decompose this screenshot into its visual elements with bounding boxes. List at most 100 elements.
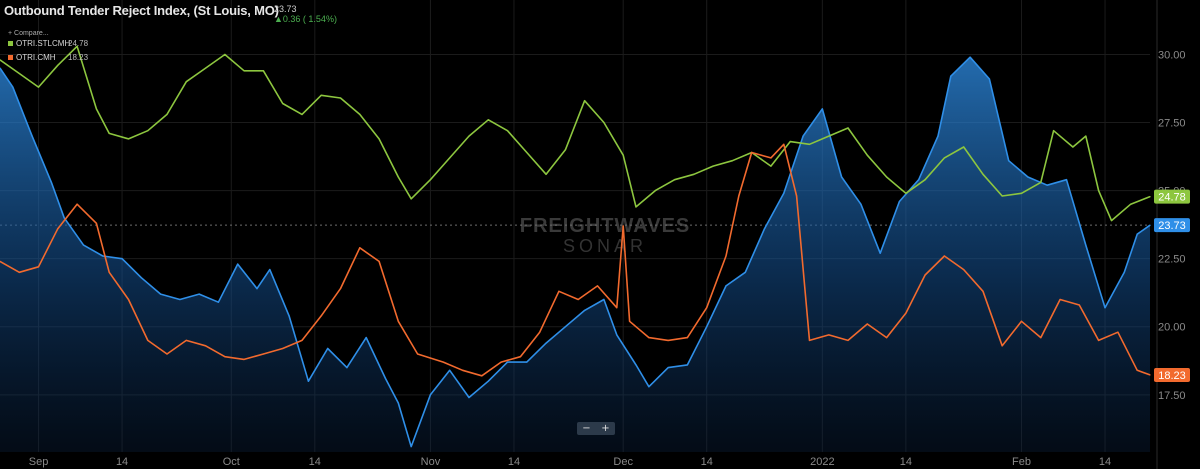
- data-point: [416, 353, 419, 355]
- data-point: [879, 252, 881, 254]
- data-point: [744, 271, 746, 273]
- data-point: [526, 151, 528, 154]
- data-point: [725, 255, 727, 257]
- data-point: [1001, 195, 1003, 197]
- data-point: [449, 369, 451, 371]
- data-point: [1149, 374, 1151, 376]
- data-point: [616, 307, 618, 309]
- data-point: [648, 337, 650, 339]
- data-point: [885, 176, 888, 178]
- x-tick-label: 14: [309, 456, 321, 468]
- data-point: [577, 298, 579, 301]
- data-point: [185, 81, 187, 83]
- data-point: [751, 151, 753, 154]
- data-point: [346, 366, 348, 369]
- data-point: [127, 298, 130, 301]
- data-point: [622, 225, 624, 227]
- data-point: [1046, 184, 1048, 186]
- data-point: [584, 309, 586, 312]
- data-point: [603, 121, 605, 124]
- data-point: [558, 290, 560, 292]
- watermark: FREIGHTWAVES SONAR: [520, 215, 690, 256]
- series-line-otri-cmh[interactable]: [0, 143, 1151, 377]
- chart-title: Outbound Tender Reject Index, (St Louis,…: [4, 3, 279, 18]
- data-point: [526, 361, 528, 363]
- last-value-badges: 24.78 18.23 23.73: [1154, 189, 1190, 382]
- data-point: [198, 293, 200, 295]
- data-point: [339, 97, 342, 99]
- data-point: [905, 312, 907, 314]
- data-point: [988, 78, 990, 80]
- main-value-block: 23.73 ▲0.36 ( 1.54%): [274, 4, 337, 24]
- data-point: [885, 337, 888, 339]
- data-point: [37, 266, 40, 268]
- data-point: [1130, 203, 1132, 205]
- legend-item-cmh[interactable]: OTRI.CMH 18.23: [8, 53, 88, 62]
- x-tick-label: 14: [1099, 456, 1111, 468]
- data-point: [841, 176, 843, 178]
- data-point: [487, 380, 489, 382]
- data-point: [500, 361, 502, 363]
- data-point: [847, 339, 849, 341]
- x-tick-label: Oct: [223, 456, 240, 468]
- x-tick-label: Dec: [613, 456, 633, 468]
- data-point: [596, 285, 599, 287]
- data-point: [808, 143, 811, 145]
- series-line-outbound-tender-reject-index-st-louis-mo-[interactable]: [0, 56, 1151, 448]
- data-point: [506, 130, 509, 132]
- data-point: [57, 228, 59, 230]
- zoom-in-button[interactable]: +: [601, 422, 610, 434]
- data-point: [1149, 224, 1151, 226]
- data-point: [725, 285, 727, 287]
- data-point: [461, 369, 464, 371]
- data-point: [783, 192, 785, 194]
- compare-link[interactable]: + Compare...: [8, 30, 49, 37]
- data-point: [18, 271, 20, 273]
- data-point: [121, 258, 123, 260]
- data-point: [506, 361, 509, 363]
- x-tick-label: Sep: [29, 456, 49, 468]
- data-point: [673, 179, 676, 181]
- data-point: [57, 64, 59, 66]
- main-series-area: [0, 57, 1150, 452]
- data-point: [95, 222, 97, 224]
- x-tick-label: 14: [116, 456, 128, 468]
- data-point: [449, 157, 451, 159]
- data-point: [288, 315, 290, 317]
- data-point: [262, 70, 265, 72]
- data-point: [243, 358, 245, 361]
- data-point: [217, 301, 220, 303]
- last-value-badge: [1154, 189, 1190, 204]
- legend-swatch: [8, 55, 13, 60]
- data-point: [622, 154, 624, 156]
- data-point: [519, 356, 521, 358]
- data-point: [1027, 176, 1029, 178]
- legend-label: OTRI.STLCMH: [16, 39, 71, 48]
- data-point: [384, 377, 387, 380]
- data-point: [545, 173, 547, 175]
- data-point: [1059, 298, 1061, 301]
- legend-item-stlcmh[interactable]: OTRI.STLCMH 24.78: [8, 39, 88, 48]
- data-point: [108, 271, 110, 273]
- data-point: [82, 244, 85, 246]
- data-point: [789, 140, 791, 143]
- data-point: [256, 288, 258, 290]
- data-point: [770, 165, 772, 167]
- data-point: [1040, 337, 1042, 339]
- data-point: [224, 53, 226, 56]
- data-point: [37, 86, 40, 88]
- data-point: [1136, 233, 1138, 235]
- y-tick-label: 20.00: [1158, 322, 1186, 334]
- main-change: ▲0.36 ( 1.54%): [274, 14, 337, 24]
- data-point: [442, 361, 444, 363]
- data-point: [686, 364, 689, 366]
- data-point: [12, 86, 14, 88]
- data-point: [481, 375, 483, 377]
- data-point: [243, 70, 245, 72]
- last-value-label: 18.23: [1158, 370, 1186, 382]
- zoom-out-button[interactable]: −: [582, 422, 591, 434]
- data-point: [76, 203, 78, 205]
- data-point: [147, 130, 149, 132]
- data-point: [706, 307, 708, 309]
